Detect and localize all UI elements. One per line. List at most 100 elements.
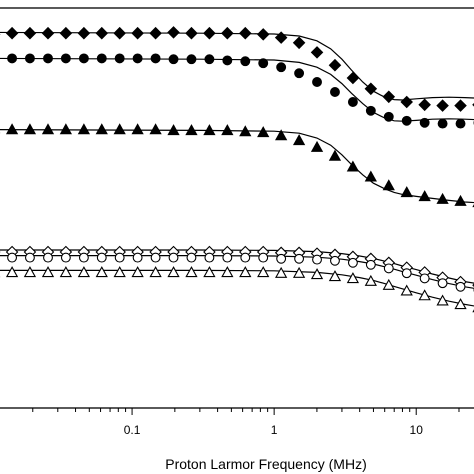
data-point-circle bbox=[455, 281, 466, 292]
data-point-diamond bbox=[292, 36, 306, 50]
data-point-circle bbox=[24, 252, 35, 263]
data-point-triangle bbox=[310, 140, 324, 152]
x-tick-label: 1 bbox=[271, 423, 278, 437]
data-point-diamond bbox=[167, 26, 180, 39]
data-point-circle bbox=[365, 259, 376, 270]
data-point-triangle bbox=[400, 284, 413, 296]
data-point-triangle bbox=[5, 123, 19, 135]
plot-frame bbox=[0, 7, 474, 409]
data-point-circle bbox=[78, 252, 89, 263]
data-point-triangle bbox=[400, 186, 413, 198]
data-point-circle bbox=[294, 68, 305, 79]
data-point-triangle bbox=[275, 266, 288, 278]
data-point-triangle bbox=[454, 194, 467, 206]
data-point-triangle bbox=[346, 272, 360, 284]
data-point-triangle bbox=[131, 266, 144, 278]
data-point-triangle bbox=[59, 123, 73, 135]
data-point-circle bbox=[132, 53, 143, 64]
x-tick-label: 10 bbox=[410, 423, 424, 437]
data-point-circle bbox=[60, 53, 71, 64]
data-point-triangle bbox=[113, 266, 126, 278]
data-point-triangle bbox=[221, 124, 234, 136]
data-point-circle bbox=[437, 278, 448, 289]
data-point-circle bbox=[204, 54, 215, 65]
axes bbox=[0, 7, 474, 409]
data-point-circle bbox=[347, 257, 358, 268]
data-point-triangle bbox=[77, 123, 91, 135]
data-point-triangle bbox=[59, 266, 73, 278]
data-point-circle bbox=[96, 252, 107, 263]
data-point-triangle bbox=[275, 129, 288, 141]
data-point-circle bbox=[401, 115, 412, 126]
data-point-triangle bbox=[292, 266, 306, 278]
data-point-diamond bbox=[454, 99, 467, 112]
data-point-circle bbox=[60, 252, 71, 263]
data-point-diamond bbox=[113, 26, 126, 40]
data-point-circle bbox=[294, 253, 305, 264]
data-point-diamond bbox=[256, 28, 270, 41]
data-point-circle bbox=[276, 253, 287, 264]
x-ticks: 0.1 1 10 bbox=[32, 408, 460, 437]
data-point-circle bbox=[114, 252, 125, 263]
data-point-triangle bbox=[185, 124, 198, 136]
data-point-triangle bbox=[328, 270, 342, 282]
data-point-circle bbox=[276, 62, 287, 73]
data-point-circle bbox=[401, 268, 412, 279]
data-point-triangle bbox=[418, 190, 431, 202]
data-point-circle bbox=[43, 252, 53, 263]
data-point-triangle bbox=[328, 149, 342, 161]
data-point-triangle bbox=[454, 298, 467, 310]
data-point-diamond bbox=[400, 95, 413, 109]
data-point-circle bbox=[455, 118, 466, 129]
data-point-diamond bbox=[185, 26, 198, 40]
data-point-circle bbox=[186, 54, 197, 65]
data-point-diamond bbox=[41, 26, 55, 40]
data-point-circle bbox=[240, 56, 251, 67]
data-point-triangle bbox=[382, 179, 395, 191]
data-point-circle bbox=[7, 252, 18, 263]
data-point-circle bbox=[347, 97, 358, 107]
data-point-triangle bbox=[149, 266, 162, 278]
data-point-triangle bbox=[436, 192, 449, 204]
data-point-triangle bbox=[95, 123, 108, 135]
x-axis-title: Proton Larmor Frequency (MHz) bbox=[165, 456, 367, 472]
data-point-triangle bbox=[257, 126, 270, 138]
data-point-triangle bbox=[5, 266, 19, 278]
data-point-triangle bbox=[257, 266, 270, 278]
data-point-circle bbox=[114, 53, 125, 64]
data-point-circle bbox=[312, 77, 322, 87]
data-point-diamond bbox=[149, 26, 162, 40]
data-point-circle bbox=[383, 111, 394, 122]
data-point-circle bbox=[312, 254, 322, 265]
data-point-circle bbox=[78, 53, 89, 64]
data-point-circle bbox=[168, 54, 179, 65]
fit-curve bbox=[0, 129, 474, 204]
data-point-circle bbox=[222, 55, 233, 66]
data-point-circle bbox=[240, 252, 251, 263]
data-point-diamond bbox=[274, 31, 288, 44]
data-point-triangle bbox=[203, 124, 216, 136]
data-point-triangle bbox=[203, 266, 216, 278]
data-point-diamond bbox=[382, 90, 396, 104]
data-point-triangle bbox=[364, 274, 377, 286]
data-point-diamond bbox=[418, 98, 431, 112]
data-point-circle bbox=[365, 105, 376, 116]
data-point-circle bbox=[204, 252, 215, 263]
data-point-triangle bbox=[41, 266, 55, 278]
fit-curve bbox=[0, 31, 474, 101]
data-point-circle bbox=[258, 58, 269, 69]
data-point-diamond bbox=[328, 58, 342, 72]
data-point-diamond bbox=[77, 26, 91, 40]
data-point-diamond bbox=[5, 26, 19, 40]
data-point-diamond bbox=[364, 82, 378, 96]
data-point-triangle bbox=[23, 123, 37, 135]
data-point-circle bbox=[186, 252, 197, 263]
data-point-triangle bbox=[149, 123, 162, 135]
data-point-circle bbox=[258, 252, 269, 263]
data-point-circle bbox=[43, 53, 53, 64]
data-markers bbox=[0, 26, 474, 313]
data-point-circle bbox=[150, 53, 161, 64]
data-point-circle bbox=[96, 53, 107, 64]
data-point-circle bbox=[168, 252, 179, 263]
